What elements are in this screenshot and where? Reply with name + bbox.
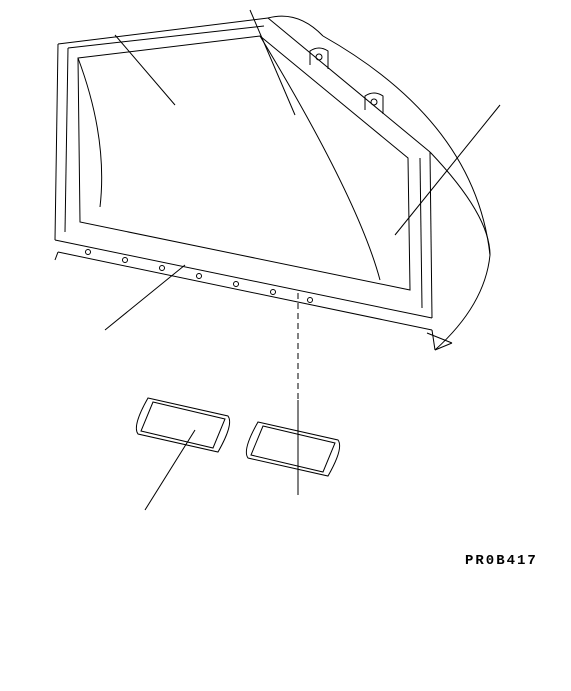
technical-drawing: [0, 0, 571, 691]
bucket-diagram-svg: [0, 0, 571, 691]
part-identifier: PR0B417: [465, 553, 538, 569]
